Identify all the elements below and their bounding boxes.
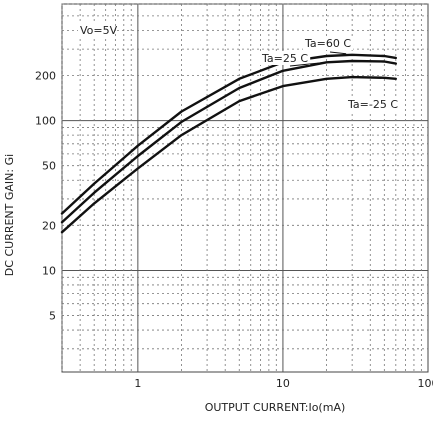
y-tick-label: 200 [35,69,56,82]
y-tick-label: 10 [42,264,56,277]
x-axis-label: OUTPUT CURRENT:Io(mA) [205,401,346,414]
annotation-label: Ta=60 C [304,37,351,50]
y-tick-label: 50 [42,160,56,173]
plot-frame [62,4,428,372]
grid [62,4,428,372]
y-tick-label: 100 [35,115,56,128]
series-line [62,77,396,232]
y-tick-label: 5 [49,310,56,323]
x-tick-label: 1 [134,377,141,390]
x-tick-label: 10 [276,377,290,390]
x-tick-label: 100 [418,377,433,390]
y-tick-label: 20 [42,219,56,232]
annotation-label: Ta=-25 C [347,98,398,111]
annotation-label: Vo=5V [80,24,118,37]
minor-grid [62,4,428,372]
annotation-label: Ta=25 C [261,52,308,65]
y-axis-label: DC CURRENT GAIN: Gi [3,154,16,276]
annotation-leader [330,52,346,54]
annotations: Vo=5V Ta=60 C Ta=25 C Ta=-25 C [78,23,403,111]
tick-labels: 1 10 100 5 10 20 50 100 200 [35,69,433,390]
